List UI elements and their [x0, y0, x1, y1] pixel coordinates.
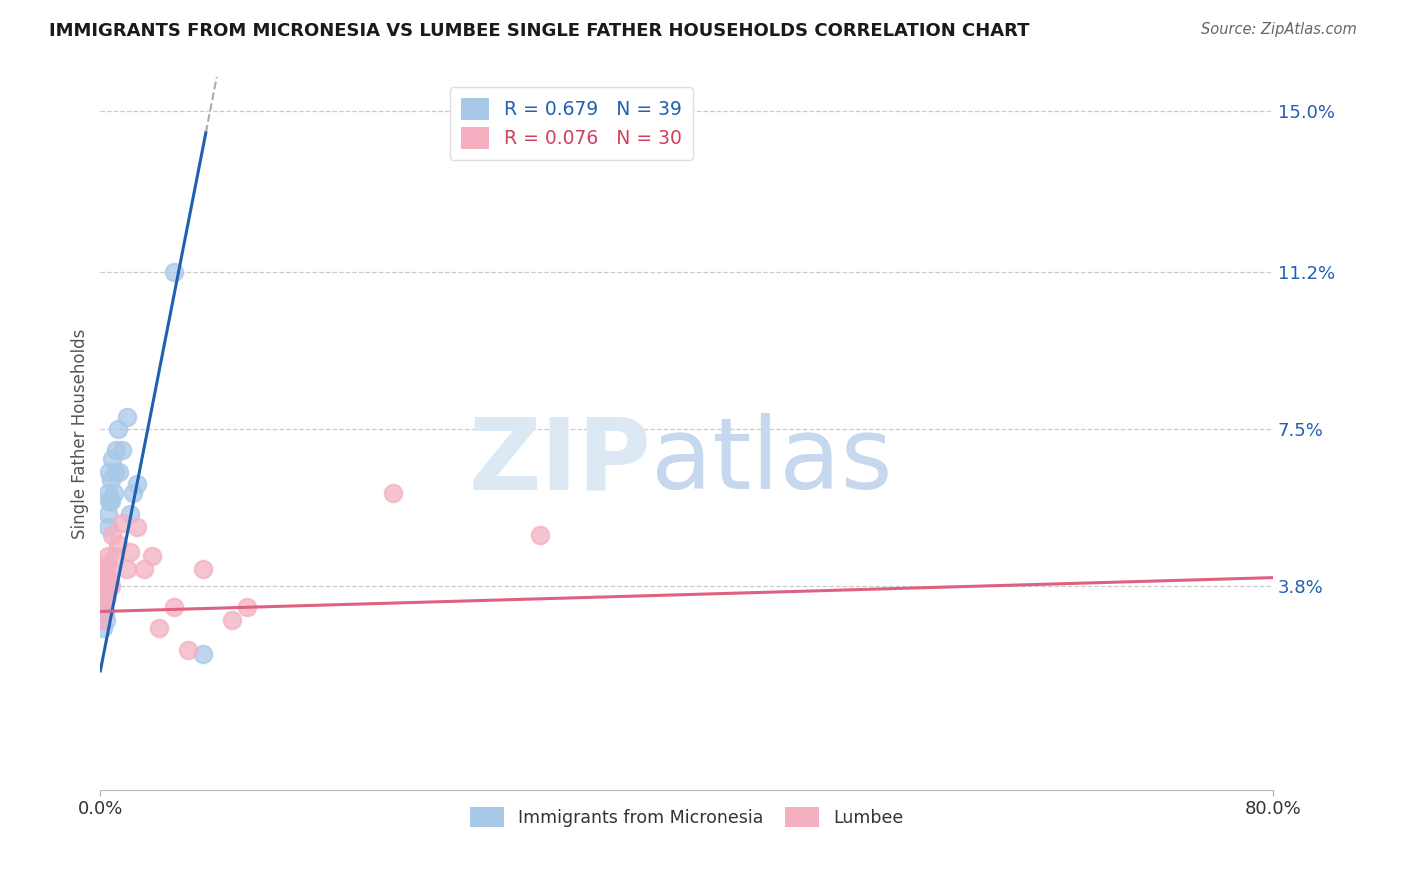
- Point: [191, 647, 214, 661]
- Point: [118, 545, 141, 559]
- Point: [125, 477, 148, 491]
- Point: [94, 579, 117, 593]
- Point: [91, 591, 114, 606]
- Point: [96, 591, 118, 606]
- Point: [91, 622, 114, 636]
- Point: [104, 465, 127, 479]
- Point: [104, 549, 127, 564]
- Point: [94, 562, 117, 576]
- Text: atlas: atlas: [651, 414, 893, 510]
- Point: [94, 562, 117, 576]
- Point: [100, 494, 122, 508]
- Point: [111, 443, 134, 458]
- Point: [382, 486, 405, 500]
- Point: [90, 600, 112, 615]
- Point: [121, 486, 143, 500]
- Text: Source: ZipAtlas.com: Source: ZipAtlas.com: [1201, 22, 1357, 37]
- Text: ZIP: ZIP: [468, 414, 651, 510]
- Point: [191, 562, 214, 576]
- Point: [111, 516, 134, 530]
- Point: [91, 588, 114, 602]
- Point: [141, 549, 163, 564]
- Point: [97, 486, 120, 500]
- Y-axis label: Single Father Households: Single Father Households: [72, 328, 89, 539]
- Legend: Immigrants from Micronesia, Lumbee: Immigrants from Micronesia, Lumbee: [463, 800, 910, 834]
- Point: [529, 528, 551, 542]
- Point: [90, 591, 112, 606]
- Point: [94, 605, 117, 619]
- Point: [96, 579, 118, 593]
- Point: [115, 562, 138, 576]
- Point: [101, 452, 124, 467]
- Point: [100, 579, 122, 593]
- Point: [97, 507, 120, 521]
- Point: [97, 520, 120, 534]
- Point: [118, 507, 141, 521]
- Point: [94, 588, 117, 602]
- Point: [103, 486, 125, 500]
- Point: [97, 549, 120, 564]
- Point: [90, 579, 112, 593]
- Point: [90, 613, 112, 627]
- Point: [96, 613, 118, 627]
- Point: [96, 588, 118, 602]
- Point: [134, 562, 156, 576]
- Point: [177, 642, 200, 657]
- Point: [91, 579, 114, 593]
- Point: [91, 600, 114, 615]
- Point: [162, 600, 184, 615]
- Text: IMMIGRANTS FROM MICRONESIA VS LUMBEE SINGLE FATHER HOUSEHOLDS CORRELATION CHART: IMMIGRANTS FROM MICRONESIA VS LUMBEE SIN…: [49, 22, 1029, 40]
- Point: [100, 473, 122, 487]
- Point: [96, 558, 118, 572]
- Point: [98, 465, 121, 479]
- Point: [90, 613, 112, 627]
- Point: [115, 409, 138, 424]
- Point: [162, 265, 184, 279]
- Point: [236, 600, 259, 615]
- Point: [90, 591, 112, 606]
- Point: [98, 571, 121, 585]
- Point: [91, 605, 114, 619]
- Point: [107, 537, 129, 551]
- Point: [148, 622, 170, 636]
- Point: [98, 494, 121, 508]
- Point: [105, 443, 128, 458]
- Point: [221, 613, 243, 627]
- Point: [94, 579, 117, 593]
- Point: [98, 562, 121, 576]
- Point: [125, 520, 148, 534]
- Point: [90, 579, 112, 593]
- Point: [101, 528, 124, 542]
- Point: [96, 571, 118, 585]
- Point: [91, 571, 114, 585]
- Point: [107, 422, 129, 436]
- Point: [97, 571, 120, 585]
- Point: [108, 465, 131, 479]
- Point: [97, 579, 120, 593]
